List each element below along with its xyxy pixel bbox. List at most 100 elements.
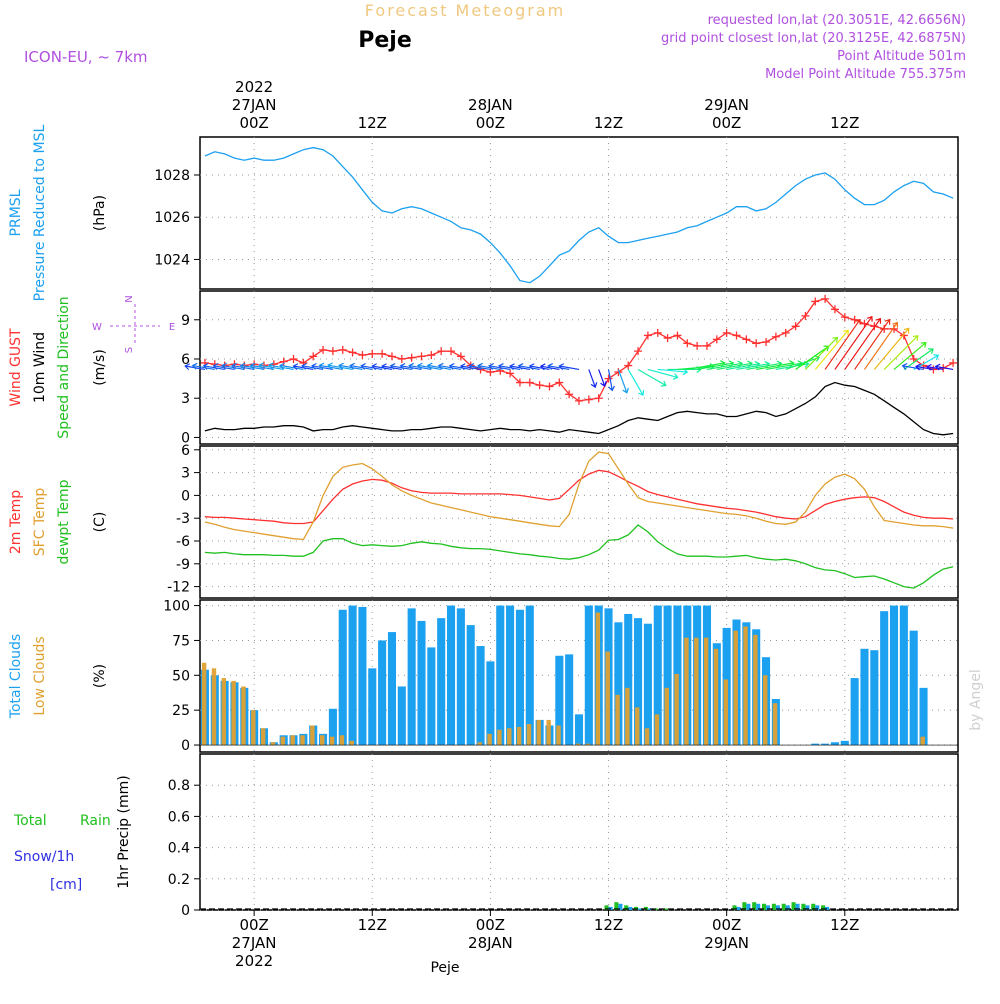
precip-bar-1 [756, 903, 761, 910]
wind-arrow [697, 362, 734, 371]
pressure-ylabel: (hPa) [92, 195, 108, 231]
wind-arrowhead [239, 362, 246, 370]
wind-arrowhead [920, 342, 927, 348]
temperature-side-label: 2m Temp [8, 490, 24, 554]
bottom-tick-label: 28JAN [468, 934, 513, 952]
wind-arrow [319, 364, 343, 371]
wind-arrow [438, 364, 461, 371]
wind-arrowhead [892, 321, 899, 328]
precip-bar-1 [736, 906, 741, 910]
total-cloud-bar [397, 686, 406, 746]
low-cloud-bar [270, 742, 276, 746]
wind-arrowhead [558, 363, 565, 371]
precip-bar-0 [624, 905, 629, 910]
gust-marker [604, 374, 613, 383]
clouds-ytick-label: 0 [181, 738, 190, 754]
low-cloud-bar [753, 634, 758, 746]
total-cloud-bar [899, 605, 908, 746]
wind-arrowhead [279, 362, 285, 370]
wind-arrow [361, 365, 383, 371]
precip-bar-1 [805, 905, 810, 910]
wind-arrowhead [926, 363, 932, 371]
wind-arrow [637, 368, 667, 386]
gust-marker [397, 355, 406, 363]
low-cloud-bar [251, 710, 256, 746]
wind-ylabel: (m/s) [92, 349, 108, 386]
precip-bar-1 [775, 905, 780, 910]
wind-side-label: 10m Wind [32, 332, 48, 403]
wind-arrow [498, 365, 521, 371]
low-cloud-bar [507, 728, 512, 746]
wind-arrow [687, 362, 725, 371]
wind-arrow [192, 364, 215, 371]
wind-arrow [339, 364, 363, 371]
compass-east: E [169, 322, 175, 333]
wind-arrowhead [933, 354, 940, 361]
wind-arrowhead [638, 390, 645, 396]
low-cloud-bar [585, 743, 591, 746]
panel-clouds: 0 25 50 75 100 (%) Total Clouds Low Clouds [8, 599, 959, 754]
gust-marker [781, 328, 790, 337]
gust-marker [358, 351, 367, 360]
precip-bar-0 [732, 905, 737, 910]
total-cloud-bar [565, 654, 574, 746]
wind-arrow [203, 365, 225, 371]
gust-marker [535, 381, 544, 390]
precip-bar-1 [638, 908, 643, 910]
total-cloud-bar [870, 650, 879, 746]
clouds-side-label: Total Clouds [8, 634, 24, 719]
total-cloud-bar [466, 625, 475, 746]
temperature-series-1 [204, 451, 954, 541]
wind-arrow [449, 365, 471, 371]
temperature-ytick-label: -12 [167, 580, 190, 596]
low-cloud-bar [674, 673, 679, 746]
wind-arrowhead [301, 362, 307, 370]
temperature-ytick-label: -6 [176, 534, 190, 550]
precip-bar-0 [781, 903, 786, 910]
gust-marker [338, 345, 347, 354]
gust-marker [437, 347, 446, 356]
wind-arrowhead [437, 362, 444, 370]
wind-arrowhead [608, 385, 616, 392]
gust-marker [378, 349, 387, 358]
temperature-series-2 [204, 524, 954, 589]
gust-marker [614, 368, 623, 377]
model-label: ICON-EU, ~ 7km [24, 48, 148, 66]
wind-ytick-label: 3 [181, 391, 190, 407]
precip-bar-1 [785, 905, 790, 910]
wind-arrow [863, 322, 898, 370]
gust-marker [643, 331, 652, 340]
gust-marker [791, 322, 800, 331]
total-cloud-bar [614, 622, 623, 746]
total-cloud-bar [555, 655, 564, 746]
wind-arrow [716, 362, 752, 371]
compass-north: N [124, 295, 135, 302]
wind-ytick-label: 9 [181, 313, 190, 329]
wind-compass: N S W E [92, 295, 175, 353]
total-cloud-bar [830, 742, 839, 746]
gust-marker [801, 311, 810, 320]
wind-arrow [854, 319, 891, 370]
low-cloud-bar [280, 736, 286, 746]
precip-bar-0 [791, 902, 796, 910]
wind-arrowhead [327, 362, 333, 370]
precip-bar-0 [821, 905, 826, 910]
top-tick-label: 2022 [235, 78, 273, 96]
wind-arrow [785, 356, 820, 371]
low-cloud-bar [497, 729, 502, 746]
footer-location: Peje [430, 960, 459, 976]
wind-arrowhead [371, 363, 377, 371]
compass-west: W [92, 322, 102, 333]
wind-arrow [372, 365, 393, 371]
wind-frame [199, 290, 959, 445]
low-cloud-bar [231, 680, 236, 746]
wind-arrow [350, 364, 373, 371]
precip-bar-1 [746, 903, 751, 910]
gust-marker [624, 361, 633, 370]
top-tick-label: 00Z [239, 114, 268, 132]
pressure-ytick-label: 1024 [154, 252, 190, 268]
temperature-series-0 [204, 469, 954, 525]
clouds-ytick-label: 100 [163, 599, 190, 615]
wind-arrowhead [912, 335, 919, 341]
